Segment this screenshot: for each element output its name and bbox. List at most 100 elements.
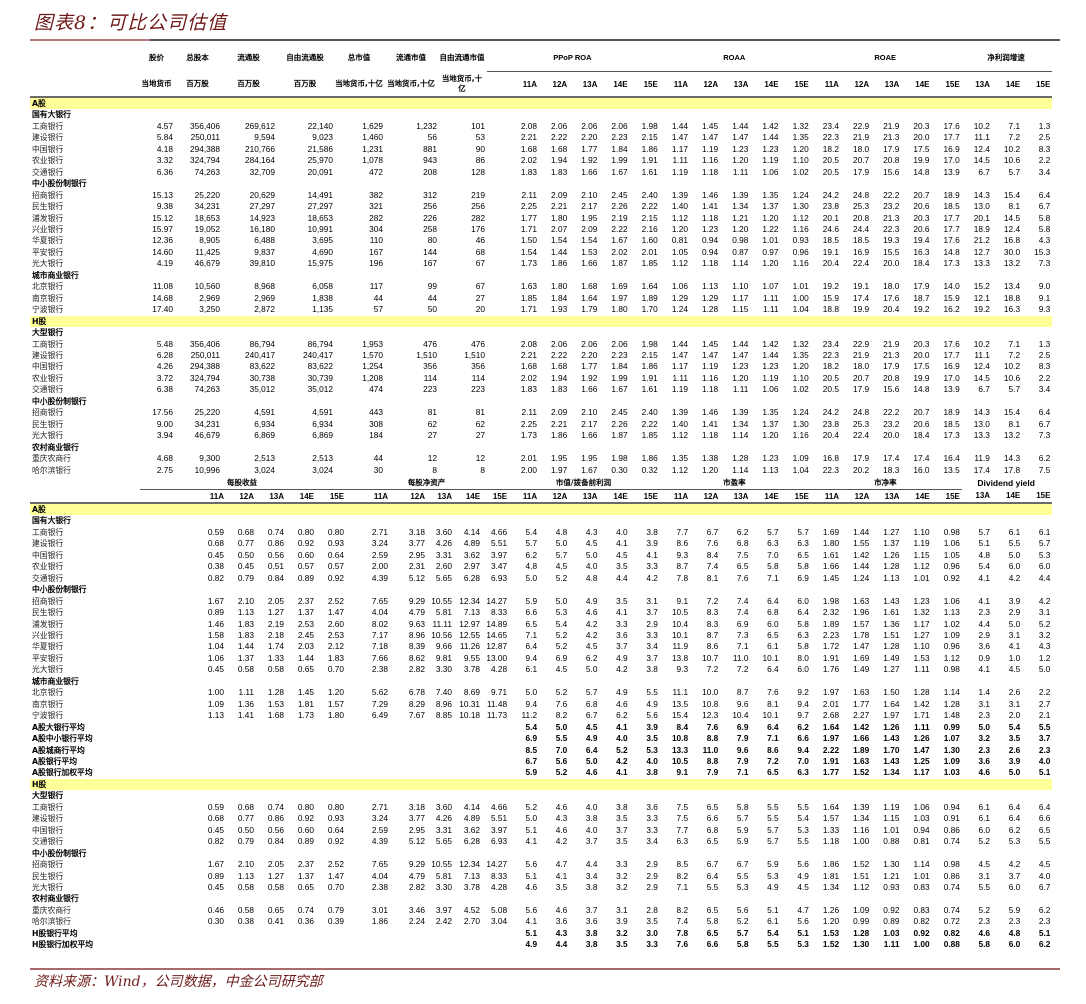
cell-value: 7.6 xyxy=(555,698,568,709)
cell-value: 4.6 xyxy=(555,801,568,812)
cell-value: 35,012 xyxy=(249,384,275,395)
cell-value: 8.7 xyxy=(736,687,749,698)
cell-value xyxy=(482,515,509,526)
cell-value xyxy=(660,270,690,281)
cell-value: 6,058 xyxy=(312,281,333,292)
cell-value: 2.95 xyxy=(408,824,426,835)
cell-value: 1.15 xyxy=(913,549,930,560)
table-row: 民生银行 0.89 1.13 1.27 1.37 1.47 4.04 4.79 5.81 7.13… xyxy=(30,607,1052,618)
cell-value xyxy=(140,745,226,756)
cell-value xyxy=(439,396,487,407)
cell-value: 0.65 xyxy=(297,881,314,892)
cell-value: 6.6 xyxy=(1038,813,1051,824)
cell-value: 17.7 xyxy=(943,212,960,223)
cell-value: 1.16 xyxy=(853,824,870,835)
cell-value: 0.68 xyxy=(237,801,254,812)
cell-value xyxy=(454,584,482,595)
cell-value xyxy=(482,676,509,687)
cell-value xyxy=(487,178,539,189)
column-unit: 当地货币,十亿 xyxy=(385,71,439,98)
cell-value: 10,991 xyxy=(307,223,333,234)
cell-value: 8.5 xyxy=(525,744,538,755)
cell-value: 1.61 xyxy=(641,166,658,177)
cell-value: 27 xyxy=(475,430,485,441)
cell-value: 17.5 xyxy=(913,361,930,372)
cell-value: 1.81 xyxy=(822,870,840,881)
cell-value xyxy=(427,756,454,767)
cell-value xyxy=(256,928,286,939)
cell-value: 0.87 xyxy=(732,246,749,257)
cell-value: 1.92 xyxy=(581,155,598,166)
cell-value: 4.3 xyxy=(555,813,568,824)
cell-value xyxy=(482,756,509,767)
cell-value: 1.80 xyxy=(551,212,568,223)
cell-value: 5.9 xyxy=(525,595,538,606)
bank-name: 华夏银行 xyxy=(32,642,64,652)
cell-value xyxy=(482,733,509,744)
cell-value: 12 xyxy=(427,453,437,464)
cell-value: 17.6 xyxy=(943,338,960,349)
cell-value: 18.8 xyxy=(1003,292,1021,303)
cell-value: 5.0 xyxy=(525,687,538,698)
cell-value: 2.60 xyxy=(435,561,453,572)
cell-value xyxy=(750,584,780,595)
cell-value: 0.94 xyxy=(943,801,960,812)
cell-value: 1.06 xyxy=(671,281,688,292)
cell-value xyxy=(316,756,346,767)
cell-value: 18.5 xyxy=(852,235,870,246)
cell-value: 7.6 xyxy=(767,687,779,698)
cell-value: 11.48 xyxy=(486,698,508,709)
cell-value: 0.91 xyxy=(943,813,960,824)
cell-value: 9.4 xyxy=(525,698,538,709)
cell-value: 16.0 xyxy=(913,464,930,475)
cell-value: 7.1 xyxy=(525,629,538,640)
cell-value: 4.5 xyxy=(1038,859,1051,870)
cell-value: 10.5 xyxy=(671,755,689,766)
cell-value: 8 xyxy=(432,464,437,475)
cell-value xyxy=(659,315,690,328)
cell-value: 1.70 xyxy=(641,304,658,315)
cell-value: 5.7 xyxy=(767,824,779,835)
cell-value xyxy=(439,327,487,338)
year-header: 13A xyxy=(961,71,992,98)
cell-value xyxy=(630,893,660,904)
cell-value: 0.93 xyxy=(327,813,345,824)
cell-value: 5.8 xyxy=(797,561,809,572)
row-label: 国有大银行 xyxy=(32,516,71,526)
cell-value: 22.3 xyxy=(822,132,839,143)
cell-value: 6.28 xyxy=(463,572,481,583)
cell-value: 15.9 xyxy=(943,292,960,303)
cell-value: 8.2 xyxy=(676,870,689,881)
bank-group-row: 农村商业银行 xyxy=(30,442,1052,453)
cell-value: 1.63 xyxy=(853,687,870,698)
cell-value: 167 xyxy=(369,246,383,257)
cell-value: 14.5 xyxy=(973,155,990,166)
cell-value xyxy=(720,315,751,328)
cell-value: 0.68 xyxy=(237,526,254,537)
cell-value: 1.37 xyxy=(762,201,779,212)
cell-value: 15.2 xyxy=(973,281,990,292)
cell-value: 5.6 xyxy=(525,904,538,915)
cell-value xyxy=(841,778,872,791)
cell-value xyxy=(690,584,720,595)
cell-value xyxy=(454,676,482,687)
cell-value: 11.11 xyxy=(432,618,453,629)
bank-name: 工商银行 xyxy=(32,802,64,812)
cell-value: 4.14 xyxy=(463,526,481,537)
cell-value: 0.94 xyxy=(702,246,719,257)
cell-value: 3.0 xyxy=(646,927,658,938)
cell-value: 20.3 xyxy=(913,212,930,223)
cell-value: 4.1 xyxy=(616,721,628,732)
cell-value: 4.1 xyxy=(978,572,991,583)
cell-value: 1.11 xyxy=(763,304,779,315)
cell-value: 0.86 xyxy=(943,824,960,835)
cell-value xyxy=(256,939,286,950)
cell-value: 7.0 xyxy=(555,744,568,755)
cell-value: 19.1 xyxy=(822,246,839,257)
cell-value xyxy=(277,178,335,189)
cell-value: 1.86 xyxy=(551,258,568,269)
cell-value: 943 xyxy=(423,155,437,166)
cell-value: 15.4 xyxy=(1003,407,1021,418)
cell-value xyxy=(539,327,569,338)
cell-value: 1.64 xyxy=(641,281,658,292)
